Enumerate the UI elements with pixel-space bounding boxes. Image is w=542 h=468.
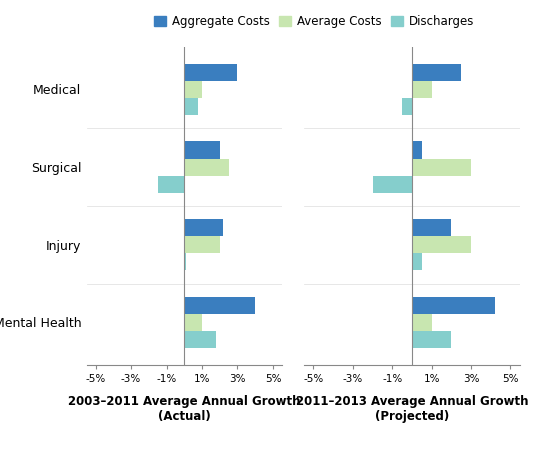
Bar	[412, 81, 431, 98]
X-axis label: 2011–2013 Average Annual Growth
(Projected): 2011–2013 Average Annual Growth (Project…	[296, 395, 528, 423]
Bar	[184, 236, 220, 253]
Bar	[184, 219, 223, 236]
Bar	[402, 98, 412, 115]
Bar	[184, 331, 216, 348]
Bar	[184, 141, 220, 159]
Bar	[412, 314, 431, 331]
Bar	[184, 98, 198, 115]
Bar	[412, 297, 495, 314]
Bar	[184, 297, 255, 314]
Bar	[412, 141, 422, 159]
Bar	[412, 219, 451, 236]
Legend: Aggregate Costs, Average Costs, Discharges: Aggregate Costs, Average Costs, Discharg…	[150, 11, 479, 33]
Bar	[412, 64, 461, 81]
X-axis label: 2003–2011 Average Annual Growth
(Actual): 2003–2011 Average Annual Growth (Actual)	[68, 395, 300, 423]
Bar	[412, 331, 451, 348]
Bar	[184, 159, 229, 176]
Bar	[412, 159, 471, 176]
Bar	[184, 64, 237, 81]
Bar	[184, 314, 202, 331]
Bar	[372, 176, 412, 193]
Bar	[158, 176, 184, 193]
Bar	[412, 253, 422, 271]
Bar	[184, 253, 186, 271]
Bar	[412, 236, 471, 253]
Bar	[184, 81, 202, 98]
